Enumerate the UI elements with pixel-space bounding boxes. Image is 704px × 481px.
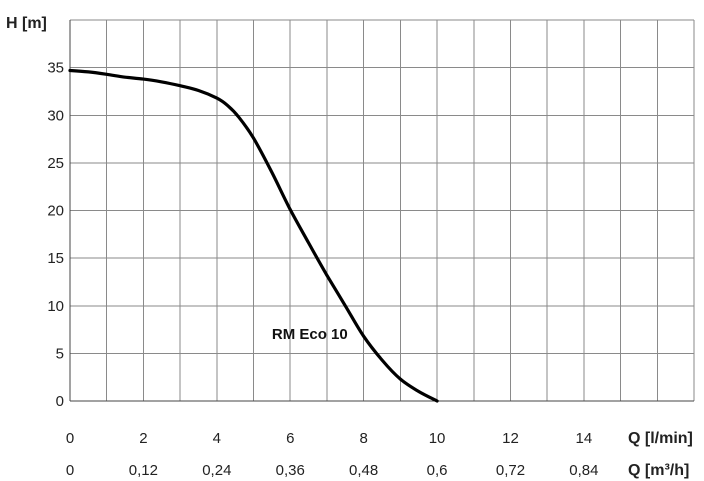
- x2-tick-label: 0,48: [349, 462, 378, 479]
- y-axis-title: H [m]: [6, 15, 47, 32]
- x-tick-label: 0: [66, 430, 74, 447]
- series-label-rm-eco-10: RM Eco 10: [272, 326, 348, 343]
- x-tick-label: 8: [359, 430, 367, 447]
- x2-tick-label: 0,36: [276, 462, 305, 479]
- x-axis-title-lmin: Q [l/min]: [628, 430, 693, 447]
- y-tick-label: 25: [47, 155, 64, 172]
- x-tick-label: 12: [502, 430, 519, 447]
- x2-tick-labels: 0 0,12 0,24 0,36 0,48 0,6 0,72 0,84: [66, 462, 599, 479]
- x2-tick-label: 0,24: [202, 462, 231, 479]
- x-tick-labels: 0 2 4 6 8 10 12 14: [66, 430, 592, 447]
- x2-tick-label: 0: [66, 462, 74, 479]
- axes: [69, 20, 694, 402]
- y-tick-label: 10: [47, 298, 64, 315]
- y-tick-label: 5: [56, 345, 64, 362]
- series-line-rm-eco-10: [68, 68, 439, 403]
- x2-tick-label: 0,6: [427, 462, 448, 479]
- x-tick-label: 14: [576, 430, 593, 447]
- grid: [70, 19, 695, 401]
- y-tick-label: 30: [47, 107, 64, 124]
- y-tick-label: 20: [47, 203, 64, 220]
- x-tick-label: 2: [139, 430, 147, 447]
- x-tick-label: 10: [429, 430, 446, 447]
- series-group: RM Eco 10: [68, 68, 439, 403]
- y-tick-label: 35: [47, 60, 64, 77]
- x2-tick-label: 0,84: [569, 462, 598, 479]
- x-axis-title-m3h: Q [m³/h]: [628, 462, 689, 479]
- y-tick-label: 15: [47, 250, 64, 267]
- y-tick-labels: 0 5 10 15 20 25 30 35: [47, 60, 64, 410]
- x-tick-label: 4: [213, 430, 221, 447]
- x2-tick-label: 0,12: [129, 462, 158, 479]
- x2-tick-label: 0,72: [496, 462, 525, 479]
- x-tick-label: 6: [286, 430, 294, 447]
- y-tick-label: 0: [56, 393, 64, 410]
